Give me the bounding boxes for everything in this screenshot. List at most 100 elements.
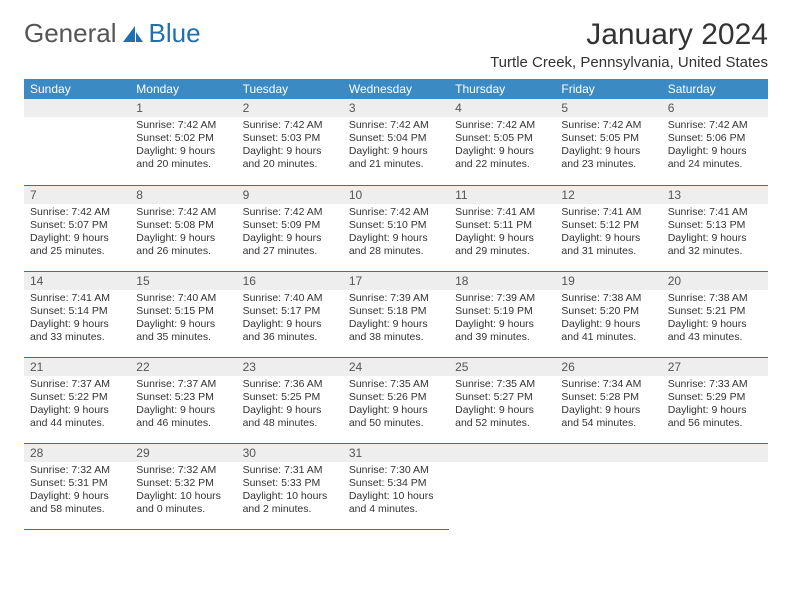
empty-day — [662, 444, 768, 462]
sunrise-line: Sunrise: 7:39 AM — [455, 292, 549, 305]
sunset-line: Sunset: 5:12 PM — [561, 219, 655, 232]
sunrise-line: Sunrise: 7:42 AM — [455, 119, 549, 132]
daylight-line: Daylight: 9 hours and 48 minutes. — [243, 404, 337, 430]
sunset-line: Sunset: 5:05 PM — [455, 132, 549, 145]
sunset-line: Sunset: 5:15 PM — [136, 305, 230, 318]
calendar-day-cell: 31Sunrise: 7:30 AMSunset: 5:34 PMDayligh… — [343, 443, 449, 529]
sunset-line: Sunset: 5:09 PM — [243, 219, 337, 232]
day-number: 24 — [343, 358, 449, 376]
sunrise-line: Sunrise: 7:35 AM — [455, 378, 549, 391]
sunrise-line: Sunrise: 7:41 AM — [668, 206, 762, 219]
day-number: 1 — [130, 99, 236, 117]
daylight-line: Daylight: 9 hours and 23 minutes. — [561, 145, 655, 171]
sunset-line: Sunset: 5:27 PM — [455, 391, 549, 404]
day-content: Sunrise: 7:42 AMSunset: 5:03 PMDaylight:… — [237, 117, 343, 176]
daylight-line: Daylight: 10 hours and 2 minutes. — [243, 490, 337, 516]
day-number: 9 — [237, 186, 343, 204]
day-content: Sunrise: 7:32 AMSunset: 5:32 PMDaylight:… — [130, 462, 236, 521]
day-content: Sunrise: 7:42 AMSunset: 5:06 PMDaylight:… — [662, 117, 768, 176]
header: General Blue January 2024 Turtle Creek, … — [24, 18, 768, 71]
month-title: January 2024 — [490, 18, 768, 52]
empty-day — [449, 444, 555, 462]
daylight-line: Daylight: 9 hours and 33 minutes. — [30, 318, 124, 344]
calendar-day-cell: 19Sunrise: 7:38 AMSunset: 5:20 PMDayligh… — [555, 271, 661, 357]
day-content: Sunrise: 7:34 AMSunset: 5:28 PMDaylight:… — [555, 376, 661, 435]
daylight-line: Daylight: 9 hours and 50 minutes. — [349, 404, 443, 430]
calendar-day-cell: 21Sunrise: 7:37 AMSunset: 5:22 PMDayligh… — [24, 357, 130, 443]
sunrise-line: Sunrise: 7:42 AM — [349, 206, 443, 219]
day-content: Sunrise: 7:42 AMSunset: 5:07 PMDaylight:… — [24, 204, 130, 263]
daylight-line: Daylight: 9 hours and 31 minutes. — [561, 232, 655, 258]
calendar-day-cell: 11Sunrise: 7:41 AMSunset: 5:11 PMDayligh… — [449, 185, 555, 271]
day-number: 14 — [24, 272, 130, 290]
title-block: January 2024 Turtle Creek, Pennsylvania,… — [490, 18, 768, 71]
day-content: Sunrise: 7:37 AMSunset: 5:22 PMDaylight:… — [24, 376, 130, 435]
calendar-day-cell: 24Sunrise: 7:35 AMSunset: 5:26 PMDayligh… — [343, 357, 449, 443]
logo-word2: Blue — [149, 18, 201, 49]
day-content: Sunrise: 7:41 AMSunset: 5:13 PMDaylight:… — [662, 204, 768, 263]
day-content: Sunrise: 7:39 AMSunset: 5:18 PMDaylight:… — [343, 290, 449, 349]
calendar-day-cell: 6Sunrise: 7:42 AMSunset: 5:06 PMDaylight… — [662, 99, 768, 185]
daylight-line: Daylight: 9 hours and 54 minutes. — [561, 404, 655, 430]
sunset-line: Sunset: 5:25 PM — [243, 391, 337, 404]
daylight-line: Daylight: 9 hours and 32 minutes. — [668, 232, 762, 258]
sunset-line: Sunset: 5:21 PM — [668, 305, 762, 318]
sunrise-line: Sunrise: 7:33 AM — [668, 378, 762, 391]
sunset-line: Sunset: 5:34 PM — [349, 477, 443, 490]
sunset-line: Sunset: 5:10 PM — [349, 219, 443, 232]
sunset-line: Sunset: 5:33 PM — [243, 477, 337, 490]
daylight-line: Daylight: 9 hours and 35 minutes. — [136, 318, 230, 344]
calendar-day-cell: 28Sunrise: 7:32 AMSunset: 5:31 PMDayligh… — [24, 443, 130, 529]
sunset-line: Sunset: 5:19 PM — [455, 305, 549, 318]
day-number: 19 — [555, 272, 661, 290]
calendar-week-row: 14Sunrise: 7:41 AMSunset: 5:14 PMDayligh… — [24, 271, 768, 357]
calendar-day-cell: 14Sunrise: 7:41 AMSunset: 5:14 PMDayligh… — [24, 271, 130, 357]
sunset-line: Sunset: 5:28 PM — [561, 391, 655, 404]
day-number: 20 — [662, 272, 768, 290]
daylight-line: Daylight: 9 hours and 38 minutes. — [349, 318, 443, 344]
weekday-header: Thursday — [449, 79, 555, 99]
calendar-week-row: 1Sunrise: 7:42 AMSunset: 5:02 PMDaylight… — [24, 99, 768, 185]
sunrise-line: Sunrise: 7:42 AM — [30, 206, 124, 219]
calendar-table: SundayMondayTuesdayWednesdayThursdayFrid… — [24, 79, 768, 530]
sunrise-line: Sunrise: 7:42 AM — [136, 119, 230, 132]
calendar-day-cell: 22Sunrise: 7:37 AMSunset: 5:23 PMDayligh… — [130, 357, 236, 443]
day-content: Sunrise: 7:42 AMSunset: 5:05 PMDaylight:… — [555, 117, 661, 176]
daylight-line: Daylight: 9 hours and 29 minutes. — [455, 232, 549, 258]
day-number: 10 — [343, 186, 449, 204]
day-content: Sunrise: 7:31 AMSunset: 5:33 PMDaylight:… — [237, 462, 343, 521]
day-number: 15 — [130, 272, 236, 290]
daylight-line: Daylight: 9 hours and 27 minutes. — [243, 232, 337, 258]
sunrise-line: Sunrise: 7:42 AM — [349, 119, 443, 132]
sunrise-line: Sunrise: 7:32 AM — [30, 464, 124, 477]
sunset-line: Sunset: 5:13 PM — [668, 219, 762, 232]
sunrise-line: Sunrise: 7:34 AM — [561, 378, 655, 391]
sunset-line: Sunset: 5:17 PM — [243, 305, 337, 318]
day-number: 23 — [237, 358, 343, 376]
sunrise-line: Sunrise: 7:38 AM — [668, 292, 762, 305]
daylight-line: Daylight: 9 hours and 20 minutes. — [243, 145, 337, 171]
sunset-line: Sunset: 5:14 PM — [30, 305, 124, 318]
sunrise-line: Sunrise: 7:41 AM — [455, 206, 549, 219]
logo-word1: General — [24, 18, 117, 49]
daylight-line: Daylight: 9 hours and 22 minutes. — [455, 145, 549, 171]
sunrise-line: Sunrise: 7:37 AM — [136, 378, 230, 391]
weekday-header: Saturday — [662, 79, 768, 99]
sunrise-line: Sunrise: 7:42 AM — [668, 119, 762, 132]
daylight-line: Daylight: 9 hours and 43 minutes. — [668, 318, 762, 344]
day-content: Sunrise: 7:32 AMSunset: 5:31 PMDaylight:… — [24, 462, 130, 521]
weekday-header: Monday — [130, 79, 236, 99]
logo-sail-icon — [121, 24, 145, 44]
day-content: Sunrise: 7:36 AMSunset: 5:25 PMDaylight:… — [237, 376, 343, 435]
calendar-day-cell — [24, 99, 130, 185]
sunset-line: Sunset: 5:07 PM — [30, 219, 124, 232]
calendar-day-cell: 30Sunrise: 7:31 AMSunset: 5:33 PMDayligh… — [237, 443, 343, 529]
calendar-day-cell — [449, 443, 555, 529]
day-number: 22 — [130, 358, 236, 376]
empty-day — [24, 99, 130, 117]
calendar-day-cell: 1Sunrise: 7:42 AMSunset: 5:02 PMDaylight… — [130, 99, 236, 185]
empty-day — [555, 444, 661, 462]
day-content: Sunrise: 7:39 AMSunset: 5:19 PMDaylight:… — [449, 290, 555, 349]
calendar-day-cell: 13Sunrise: 7:41 AMSunset: 5:13 PMDayligh… — [662, 185, 768, 271]
calendar-day-cell: 17Sunrise: 7:39 AMSunset: 5:18 PMDayligh… — [343, 271, 449, 357]
